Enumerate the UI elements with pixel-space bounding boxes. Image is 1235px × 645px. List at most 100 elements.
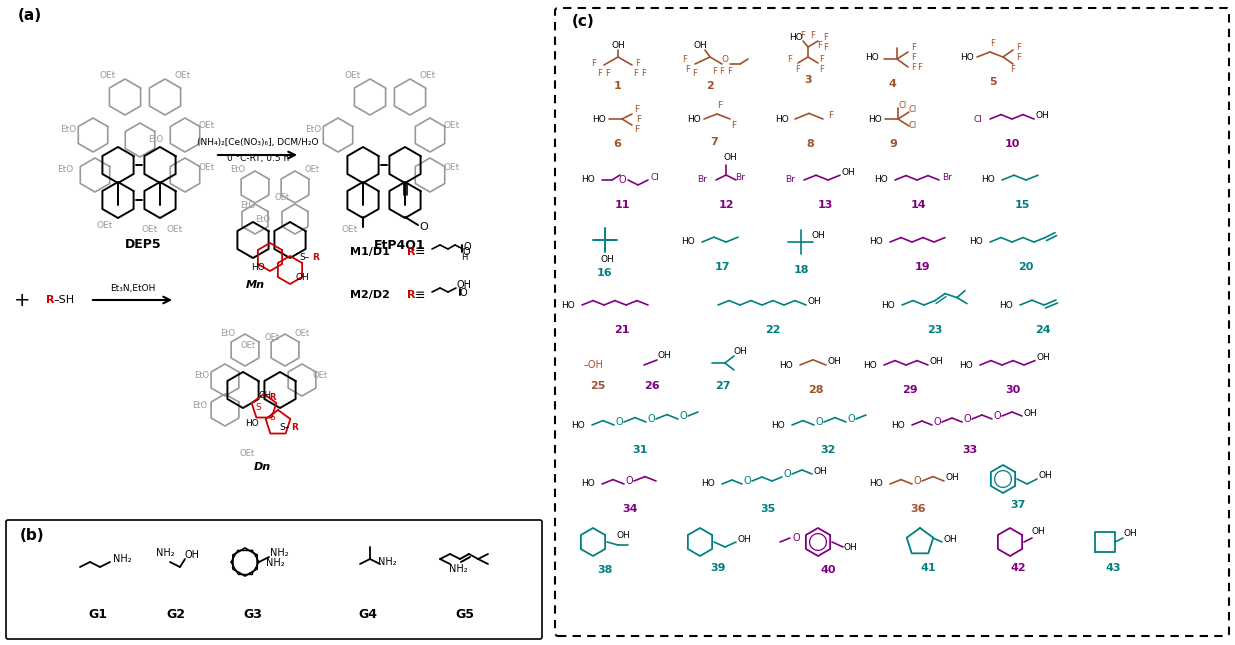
Text: O: O xyxy=(459,288,467,298)
Text: OEt: OEt xyxy=(240,448,254,457)
Text: 13: 13 xyxy=(818,200,832,210)
Text: EtO: EtO xyxy=(57,166,73,175)
Text: 31: 31 xyxy=(632,445,647,455)
Text: M2/D2: M2/D2 xyxy=(350,290,390,300)
Text: F: F xyxy=(720,68,725,77)
Text: O: O xyxy=(615,417,622,427)
Text: OEt: OEt xyxy=(443,163,461,172)
Text: F: F xyxy=(795,64,800,74)
Text: EtP4Q1: EtP4Q1 xyxy=(374,239,426,252)
Text: ≡: ≡ xyxy=(415,288,425,301)
Text: EtO: EtO xyxy=(254,215,270,224)
Text: 10: 10 xyxy=(1004,139,1020,149)
Text: O: O xyxy=(815,417,823,427)
Text: 8: 8 xyxy=(806,139,814,149)
Text: 37: 37 xyxy=(1010,500,1026,510)
Text: S–: S– xyxy=(300,252,310,261)
Text: HO: HO xyxy=(779,361,793,370)
Text: OH: OH xyxy=(1035,112,1049,121)
Text: HO: HO xyxy=(701,479,715,488)
Text: OH: OH xyxy=(1036,353,1050,362)
Text: O: O xyxy=(721,55,729,64)
Text: F: F xyxy=(636,115,641,124)
Text: –SH: –SH xyxy=(53,295,74,305)
Text: OH: OH xyxy=(1023,408,1037,417)
Text: Mn: Mn xyxy=(246,280,264,290)
Text: F: F xyxy=(683,55,688,64)
Text: NH₂: NH₂ xyxy=(156,548,174,558)
Text: OH: OH xyxy=(657,352,671,361)
Text: O: O xyxy=(619,175,626,185)
Text: OH: OH xyxy=(616,530,630,539)
Text: OEt: OEt xyxy=(167,226,183,235)
Text: HO: HO xyxy=(561,301,574,310)
Text: NH₂: NH₂ xyxy=(378,557,396,567)
Text: F: F xyxy=(718,101,722,110)
Text: F: F xyxy=(636,59,641,68)
Text: HO: HO xyxy=(776,115,789,123)
Text: 6: 6 xyxy=(613,139,621,149)
Text: OEt: OEt xyxy=(342,226,358,235)
Text: OEt: OEt xyxy=(345,70,361,79)
Text: OH: OH xyxy=(841,168,855,177)
Text: (NH₄)₂[Ce(NO₃)₆], DCM/H₂O: (NH₄)₂[Ce(NO₃)₆], DCM/H₂O xyxy=(198,139,319,148)
Text: 26: 26 xyxy=(645,381,659,391)
Text: O: O xyxy=(420,222,429,232)
Text: OH: OH xyxy=(600,255,614,264)
Text: OH: OH xyxy=(258,390,272,399)
Text: 22: 22 xyxy=(766,325,781,335)
Text: 16: 16 xyxy=(598,268,613,278)
Text: O: O xyxy=(847,414,855,424)
Text: OEt: OEt xyxy=(420,70,436,79)
Text: F: F xyxy=(800,30,805,39)
Text: OEt: OEt xyxy=(241,341,256,350)
Text: Cl: Cl xyxy=(909,104,918,114)
Text: 27: 27 xyxy=(715,381,731,391)
Text: HO: HO xyxy=(869,479,883,488)
Text: EtO: EtO xyxy=(148,135,163,144)
Text: OEt: OEt xyxy=(199,121,215,130)
Text: 17: 17 xyxy=(714,262,730,272)
Text: HO: HO xyxy=(868,115,882,123)
Text: HO: HO xyxy=(687,115,701,123)
Text: R: R xyxy=(46,295,54,305)
Text: NH₂: NH₂ xyxy=(266,558,284,568)
Text: O: O xyxy=(993,411,1000,421)
Text: F: F xyxy=(824,43,829,52)
Text: G5: G5 xyxy=(456,608,474,622)
Text: OEt: OEt xyxy=(142,226,158,235)
Text: F: F xyxy=(731,121,736,130)
Text: OEt: OEt xyxy=(312,370,327,379)
Text: –OH: –OH xyxy=(583,360,603,370)
Text: G4: G4 xyxy=(358,608,378,622)
Text: O: O xyxy=(743,476,751,486)
Text: 4: 4 xyxy=(888,79,895,89)
Text: HO: HO xyxy=(571,421,585,430)
Text: S: S xyxy=(269,413,275,421)
Text: OH: OH xyxy=(295,272,309,281)
Text: OEt: OEt xyxy=(305,166,320,175)
Text: OH: OH xyxy=(808,297,821,306)
Text: HO: HO xyxy=(892,421,905,430)
Text: 42: 42 xyxy=(1010,563,1026,573)
Text: HO: HO xyxy=(969,237,983,246)
Text: NH₂: NH₂ xyxy=(112,554,131,564)
Text: F: F xyxy=(824,32,829,41)
Text: OH: OH xyxy=(611,41,625,50)
Text: HO: HO xyxy=(874,175,888,184)
Text: HO: HO xyxy=(869,237,883,246)
Text: 12: 12 xyxy=(719,200,734,210)
Text: OEt: OEt xyxy=(96,221,114,230)
FancyBboxPatch shape xyxy=(6,520,542,639)
Text: 28: 28 xyxy=(808,385,824,395)
Text: 5: 5 xyxy=(989,77,997,87)
Text: OH: OH xyxy=(1031,528,1045,537)
Text: OH: OH xyxy=(844,544,857,553)
Text: S–: S– xyxy=(280,422,290,432)
Text: OH: OH xyxy=(811,232,825,241)
Text: HO: HO xyxy=(682,237,695,246)
Text: OH: OH xyxy=(827,357,841,366)
Text: Et₃N,EtOH: Et₃N,EtOH xyxy=(110,284,156,292)
Text: R: R xyxy=(406,290,415,300)
Text: EtO: EtO xyxy=(240,201,256,210)
